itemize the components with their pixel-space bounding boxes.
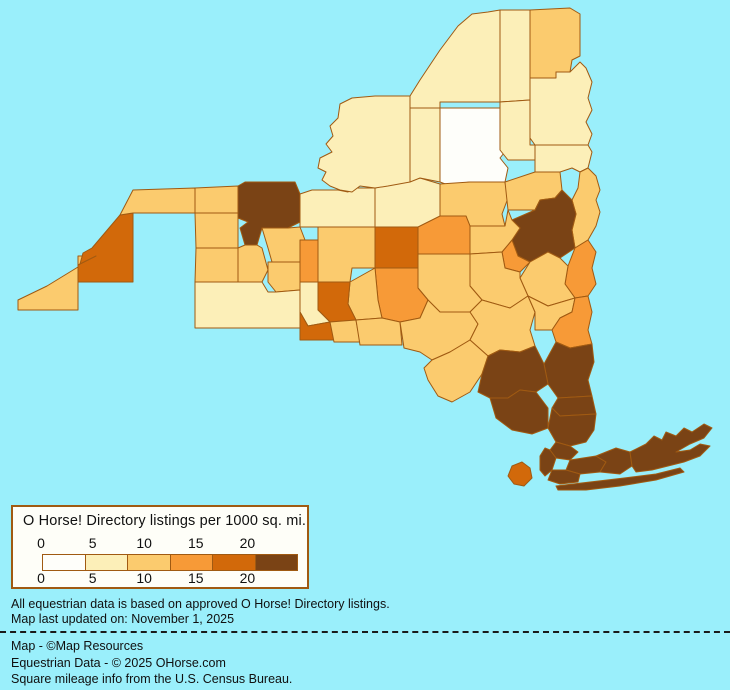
county-suffolk-barrier-beach[interactable] bbox=[555, 467, 685, 491]
legend-ticks-bottom: 0 5 10 15 20 bbox=[37, 570, 299, 587]
county-lewis[interactable] bbox=[409, 107, 441, 183]
county-washington[interactable] bbox=[571, 167, 601, 249]
legend-ticks-top: 0 5 10 15 20 bbox=[37, 535, 299, 552]
data-notes: All equestrian data is based on approved… bbox=[11, 597, 721, 627]
note-line-data-source: All equestrian data is based on approved… bbox=[11, 597, 390, 611]
legend-color-bar bbox=[42, 554, 298, 571]
county-nassau[interactable] bbox=[595, 447, 633, 475]
legend-tick-top-1: 5 bbox=[88, 535, 97, 551]
county-orleans[interactable] bbox=[194, 185, 239, 214]
county-seneca[interactable] bbox=[299, 239, 319, 283]
county-dutchess[interactable] bbox=[543, 341, 595, 399]
note-line-last-updated: Map last updated on: November 1, 2025 bbox=[11, 612, 235, 626]
footer-divider bbox=[0, 631, 730, 633]
county-newyork-manhattan[interactable] bbox=[539, 447, 557, 477]
county-polygons bbox=[17, 7, 713, 491]
credit-line-square-mileage: Square mileage info from the U.S. Census… bbox=[11, 672, 293, 686]
legend-tick-bottom-4: 20 bbox=[239, 570, 256, 586]
county-erie[interactable] bbox=[77, 212, 134, 283]
county-sullivan[interactable] bbox=[423, 339, 489, 403]
legend-swatch-4 bbox=[213, 555, 256, 570]
county-jefferson[interactable] bbox=[317, 95, 411, 193]
legend-swatch-2 bbox=[128, 555, 171, 570]
credit-line-equestrian-data: Equestrian Data - © 2025 OHorse.com bbox=[11, 655, 226, 670]
legend-tick-top-3: 15 bbox=[188, 535, 204, 551]
county-richmond-staten-island[interactable] bbox=[507, 461, 533, 487]
legend-swatch-5 bbox=[255, 555, 297, 570]
county-tioga[interactable] bbox=[329, 319, 361, 343]
county-steuben[interactable] bbox=[194, 281, 301, 329]
county-genesee[interactable] bbox=[194, 212, 239, 249]
county-franklin[interactable] bbox=[499, 9, 531, 103]
credit-line-map: Map - ©Map Resources bbox=[11, 639, 144, 653]
county-wayne[interactable] bbox=[299, 187, 376, 228]
county-hamilton[interactable] bbox=[439, 107, 509, 186]
legend-swatch-1 bbox=[85, 555, 128, 570]
legend-tick-top-4: 20 bbox=[239, 535, 256, 551]
legend-tick-top-0: 0 bbox=[37, 535, 45, 551]
county-stlawrence[interactable] bbox=[409, 9, 501, 109]
county-onondaga[interactable] bbox=[374, 226, 419, 269]
county-wyoming[interactable] bbox=[194, 247, 239, 283]
footer-credits: Map - ©Map Resources Equestrian Data - ©… bbox=[11, 638, 721, 688]
legend-panel: O Horse! Directory listings per 1000 sq.… bbox=[11, 505, 309, 589]
county-livingston[interactable] bbox=[237, 244, 269, 283]
legend-tick-bottom-2: 10 bbox=[136, 570, 152, 586]
legend-tick-bottom-0: 0 bbox=[37, 570, 45, 586]
legend-tick-top-2: 10 bbox=[136, 535, 152, 551]
county-herkimer[interactable] bbox=[499, 99, 536, 161]
legend-tick-bottom-3: 15 bbox=[188, 570, 204, 586]
legend-tick-bottom-1: 5 bbox=[88, 570, 97, 586]
legend-swatch-0 bbox=[43, 555, 86, 570]
legend-title: O Horse! Directory listings per 1000 sq.… bbox=[23, 513, 306, 529]
county-niagara[interactable] bbox=[119, 187, 196, 216]
county-rockland[interactable] bbox=[489, 389, 549, 435]
legend-swatch-3 bbox=[170, 555, 213, 570]
county-clinton[interactable] bbox=[529, 7, 581, 79]
county-ontario[interactable] bbox=[261, 226, 306, 263]
county-kings-brooklyn[interactable] bbox=[547, 469, 581, 485]
county-warren[interactable] bbox=[534, 144, 593, 173]
new-york-county-choropleth[interactable] bbox=[0, 0, 730, 500]
county-yates[interactable] bbox=[267, 261, 301, 293]
county-westchester[interactable] bbox=[547, 407, 597, 447]
county-putnam[interactable] bbox=[551, 395, 597, 417]
county-suffolk[interactable] bbox=[629, 423, 713, 473]
county-broome[interactable] bbox=[355, 317, 403, 346]
